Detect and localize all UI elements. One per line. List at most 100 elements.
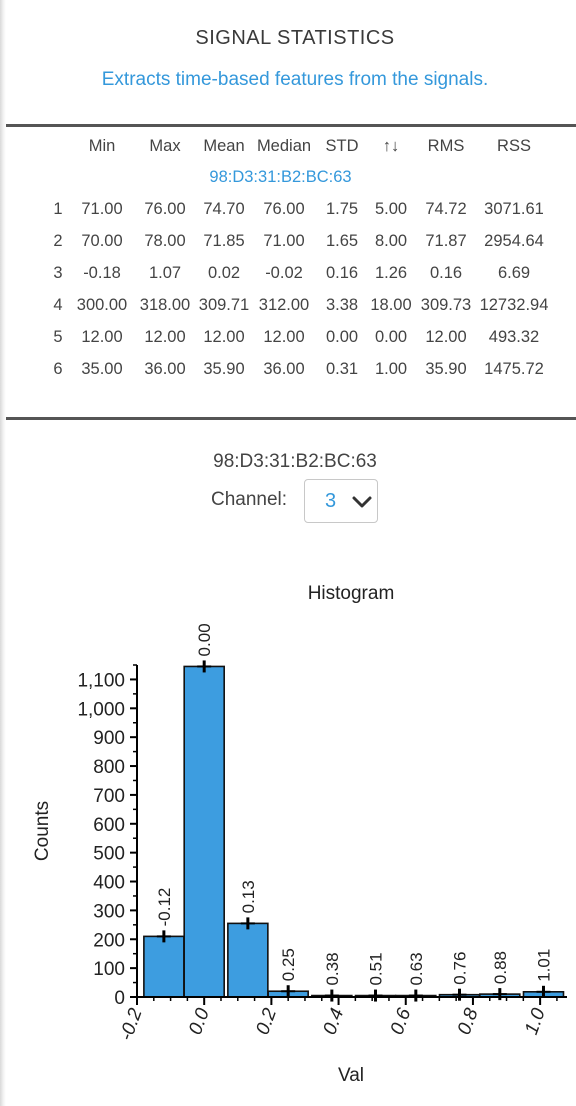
page-title: SIGNAL STATISTICS: [195, 27, 395, 49]
bar-value-label: 0.00: [195, 623, 214, 656]
cell-rms: 309.73: [420, 295, 472, 314]
cell-min: 12.00: [81, 327, 123, 346]
cell-median: -0.02: [265, 263, 303, 282]
cell-std: 1.75: [325, 199, 359, 218]
statistics-table: Min Max Mean Median STD ↑↓ RMS RSS 98:D3…: [46, 131, 550, 385]
cell-std: 0.16: [325, 263, 359, 282]
column-header-max: Max: [149, 136, 181, 155]
channel-select[interactable]: 3: [304, 479, 378, 523]
x-tick-label: -0.2: [116, 1005, 147, 1043]
cell-rms: 12.00: [425, 327, 467, 346]
column-header-std: STD: [325, 136, 359, 155]
cell-peak-to-peak: 1.00: [374, 359, 408, 378]
cell-max: 1.07: [148, 263, 182, 282]
cell-median: 71.00: [263, 231, 305, 250]
cell-rms: 71.87: [425, 231, 467, 250]
cell-rss: 2954.64: [484, 231, 544, 250]
y-tick-label: 300: [93, 901, 125, 922]
column-header-min: Min: [88, 136, 116, 155]
cell-rms: 74.72: [425, 199, 467, 218]
bottom-divider: [6, 417, 576, 420]
cell-peak-to-peak: 8.00: [374, 231, 408, 250]
cell-median: 12.00: [263, 327, 305, 346]
bar-value-label: -0.12: [155, 888, 174, 927]
cell-median: 312.00: [258, 295, 310, 314]
cell-max: 318.00: [139, 295, 191, 314]
x-tick-label: 1.0: [521, 1005, 550, 1037]
bar-value-label: 0.25: [279, 948, 298, 981]
cell-row-index: 1: [53, 199, 63, 218]
cell-peak-to-peak: 1.26: [374, 263, 408, 282]
bar-value-label: 0.51: [367, 952, 386, 985]
cell-min: 300.00: [76, 295, 128, 314]
y-axis-label: Counts: [32, 801, 53, 861]
table-row: 5 12.00 12.00 12.00 12.00 0.00 0.00 12.00 493.32: [46, 321, 550, 353]
cell-mean: 35.90: [203, 359, 245, 378]
cell-min: 71.00: [81, 199, 123, 218]
bar-value-label: 1.01: [534, 949, 553, 982]
x-tick-label: 0.2: [252, 1005, 281, 1037]
cell-rss: 493.32: [488, 327, 540, 346]
table-header-row: Min Max Mean Median STD ↑↓ RMS RSS: [46, 131, 550, 161]
cell-min: 70.00: [81, 231, 123, 250]
column-header-peak-to-peak: ↑↓: [382, 136, 400, 155]
cell-peak-to-peak: 18.00: [370, 295, 412, 314]
y-tick-label: 1,000: [77, 699, 125, 720]
cell-row-index: 4: [53, 295, 63, 314]
cell-row-index: 6: [53, 359, 63, 378]
column-header-index: [46, 131, 70, 161]
y-tick-label: 600: [93, 815, 125, 836]
y-tick-label: 100: [93, 959, 125, 980]
cell-rss: 3071.61: [484, 199, 544, 218]
histogram-bar: [227, 922, 269, 998]
y-tick-label: 700: [93, 786, 125, 807]
table-row: 6 35.00 36.00 35.90 36.00 0.31 1.00 35.90 1475.7…: [46, 353, 550, 385]
cell-mean: 309.71: [198, 295, 250, 314]
cell-max: 12.00: [144, 327, 186, 346]
bar-value-label: 0.76: [451, 952, 470, 985]
bar-value-label: 0.13: [239, 880, 258, 913]
histogram-bar: [183, 665, 225, 998]
cell-row-index: 2: [53, 231, 63, 250]
chevron-down-icon: [352, 496, 372, 508]
table-row: 1 71.00 76.00 74.70 76.00 1.75 5.00 74.72 3071.6…: [46, 193, 550, 225]
y-axis: 0 100 200 300 400 500 600 700 800 900 1,000 1,100: [77, 664, 138, 1009]
x-tick-label: 0.0: [185, 1005, 214, 1037]
y-tick-label: 800: [93, 757, 125, 778]
chart-title: Histogram: [308, 583, 395, 604]
cell-mean: 71.85: [203, 231, 245, 250]
cell-rms: 0.16: [429, 263, 463, 282]
cell-mean: 74.70: [203, 199, 245, 218]
y-tick-label: 1,100: [77, 670, 125, 691]
cell-median: 36.00: [263, 359, 305, 378]
top-divider: [6, 124, 576, 127]
y-tick-label: 500: [93, 844, 125, 865]
left-edge-shadow: [0, 0, 6, 1106]
channel-select-value: 3: [325, 490, 337, 512]
bar-value-label: 0.63: [407, 952, 426, 985]
x-tick-label: 0.4: [319, 1006, 348, 1038]
cell-max: 36.00: [144, 359, 186, 378]
cell-min: 35.00: [81, 359, 123, 378]
table-row: 2 70.00 78.00 71.85 71.00 1.65 8.00 71.87 2954.6…: [46, 225, 550, 257]
histogram-bar: [143, 935, 185, 998]
y-tick-label: 0: [114, 988, 125, 1009]
column-header-median: Median: [256, 136, 312, 155]
cell-mean: 12.00: [203, 327, 245, 346]
bars-group: [143, 665, 565, 998]
cell-std: 0.00: [325, 327, 359, 346]
cell-std: 0.31: [325, 359, 359, 378]
cell-std: 1.65: [325, 231, 359, 250]
y-tick-label: 900: [93, 728, 125, 749]
cell-rss: 12732.94: [479, 295, 549, 314]
cell-rss: 1475.72: [484, 359, 544, 378]
error-bars-group: [156, 660, 551, 1002]
x-axis-label: Val: [338, 1065, 364, 1086]
bar-value-label: 0.88: [491, 951, 510, 984]
cell-min: -0.18: [83, 263, 121, 282]
y-tick-label: 400: [93, 873, 125, 894]
column-header-rms: RMS: [427, 136, 465, 155]
device-row: 98:D3:31:B2:BC:63: [46, 161, 550, 193]
bar-value-label: 0.38: [323, 952, 342, 985]
bar-labels-group: -0.12 0.00 0.13 0.25 0.38 0.51 0.63 0.76 0.88 1.0…: [155, 623, 554, 985]
